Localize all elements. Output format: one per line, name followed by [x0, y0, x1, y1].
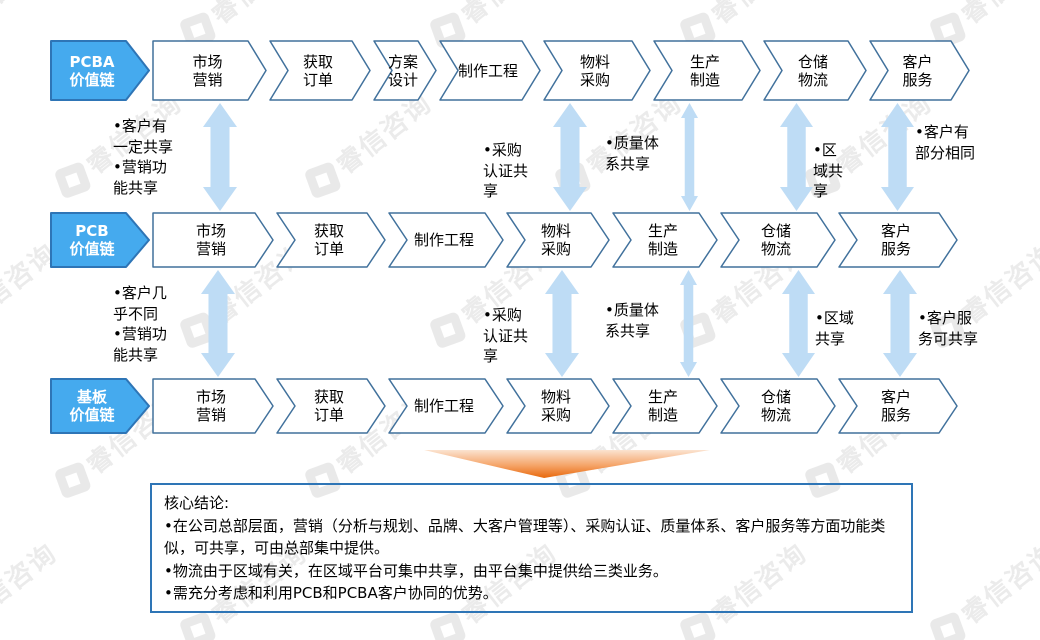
- double-arrow-icon: [782, 270, 815, 381]
- chain-step-chevron: 市场 营销: [152, 40, 267, 101]
- conclusion-bullet: •在公司总部层面，营销（分析与规划、品牌、大客户管理等）、采购认证、质量体系、客…: [164, 516, 886, 558]
- chain-step-chevron: 获取 订单: [276, 212, 386, 268]
- conclusion-title: 核心结论:: [164, 494, 230, 512]
- chain-step-chevron: 物料 采购: [506, 212, 610, 268]
- chain-step-label: 生产 制造: [647, 388, 678, 424]
- watermark-text: 睿信咨询: [0, 0, 64, 31]
- shared-function-note: •区域共享: [813, 141, 844, 201]
- chain-step-chevron: 生产 制造: [612, 378, 718, 434]
- value-chain-row-0: PCBA 价值链 市场 营销 获取 订单 方案 设计 制作工程 物料 采购 生产 制造 仓储 物流 客户 服务: [50, 40, 970, 101]
- chain-step-chevron: 仓储 物流: [763, 40, 867, 101]
- watermark-text: 睿信咨询: [703, 0, 814, 31]
- chain-step-chevron: 制作工程: [388, 378, 504, 434]
- shared-function-note: •客户几 乎不同 •营销功 能共享: [113, 284, 167, 365]
- double-arrow-icon: [201, 270, 235, 381]
- watermark-logo-icon: [53, 460, 92, 500]
- chain-step-chevron: 方案 设计: [373, 40, 437, 101]
- double-arrow-icon: [545, 270, 579, 381]
- chain-step-chevron: 物料 采购: [506, 378, 610, 434]
- chain-step-label: 仓储 物流: [760, 222, 791, 258]
- chain-step-label: 客户 服务: [880, 388, 911, 424]
- chain-lead-chevron: 基板 价值链: [50, 378, 150, 434]
- watermark-text: 睿信咨询: [0, 538, 64, 631]
- chain-step-chevron: 获取 订单: [269, 40, 371, 101]
- conclusion-bullet: •需充分考虑和利用PCB和PCBA客户协同的优势。: [164, 584, 498, 602]
- chain-step-label: 物料 采购: [540, 222, 571, 258]
- chain-step-label: 市场 营销: [195, 222, 226, 258]
- funnel-arrow-icon: [424, 450, 710, 478]
- shared-function-note: •区域共享: [815, 309, 854, 348]
- shared-function-note: •质量体 系共享: [605, 134, 659, 173]
- shared-function-note: •客户有 一定共享 •营销功 能共享: [113, 117, 174, 198]
- chain-step-label: 制作工程: [457, 61, 518, 80]
- watermark-text: 睿信咨询: [956, 538, 1040, 631]
- chain-step-chevron: 市场 营销: [152, 378, 274, 434]
- chain-step-label: 仓储 物流: [760, 388, 791, 424]
- chain-lead-label: PCBA 价值链: [69, 52, 115, 89]
- chain-step-label: 市场 营销: [192, 52, 223, 89]
- chain-step-chevron: 仓储 物流: [720, 378, 836, 434]
- double-arrow-icon: [553, 103, 587, 215]
- chain-step-chevron: 制作工程: [439, 40, 541, 101]
- shared-function-note: •质量体 系共享: [605, 301, 659, 340]
- chain-step-chevron: 客户 服务: [838, 212, 958, 268]
- chain-step-label: 生产 制造: [647, 222, 678, 258]
- double-arrow-icon: [881, 103, 914, 215]
- chain-step-label: 市场 营销: [195, 388, 226, 424]
- value-chain-row-2: 基板 价值链 市场 营销 获取 订单 制作工程 物料 采购 生产 制造 仓储 物流 客户 服务: [50, 378, 958, 434]
- chain-step-label: 仓储 物流: [797, 52, 828, 89]
- chain-gap-1: •客户几 乎不同 •营销功 能共享 •采购 认证共享 •质量体 系共享 •区域 共享 •客户服 务可共…: [0, 270, 1040, 377]
- chain-step-chevron: 获取 订单: [276, 378, 386, 434]
- double-arrow-icon: [681, 103, 698, 215]
- chain-step-chevron: 物料 采购: [543, 40, 651, 101]
- chain-gap-0: •客户有 一定共享 •营销功 能共享 •采购 认证共享 •质量体 系共享 •区 域共享 •客户有 部分…: [0, 103, 1040, 211]
- watermark-logo-icon: [428, 610, 467, 640]
- shared-function-note: •客户服 务可共享: [918, 309, 979, 348]
- chain-step-chevron: 客户 服务: [838, 378, 958, 434]
- watermark-logo-icon: [178, 610, 217, 640]
- double-arrow-icon: [780, 103, 813, 215]
- watermark-logo-icon: [678, 610, 717, 640]
- chain-step-label: 获取 订单: [302, 52, 333, 89]
- chain-step-chevron: 市场 营销: [152, 212, 274, 268]
- chain-lead-label: 基板 价值链: [69, 388, 115, 424]
- chain-step-label: 物料 采购: [540, 388, 571, 424]
- shared-function-note: •采购 认证共享: [483, 141, 529, 201]
- chain-step-label: 制作工程: [413, 397, 474, 415]
- watermark: 睿信咨询: [0, 533, 64, 640]
- chain-lead-chevron: PCB 价值链: [50, 212, 150, 268]
- chain-step-label: 获取 订单: [313, 222, 344, 258]
- conclusion-box: 核心结论: •在公司总部层面，营销（分析与规划、品牌、大客户管理等）、采购认证、…: [150, 483, 913, 613]
- chain-step-label: 方案 设计: [387, 52, 418, 89]
- watermark-logo-icon: [928, 610, 967, 640]
- chain-step-chevron: 客户 服务: [869, 40, 970, 101]
- chain-step-label: 生产 制造: [689, 52, 720, 89]
- chain-step-label: 物料 采购: [579, 52, 610, 89]
- watermark: 睿信咨询: [924, 533, 1040, 640]
- chain-step-label: 客户 服务: [902, 52, 933, 89]
- shared-function-note: •采购 认证共享: [483, 306, 529, 366]
- chain-step-label: 制作工程: [413, 231, 474, 249]
- chain-step-chevron: 生产 制造: [653, 40, 761, 101]
- chain-step-label: 客户 服务: [880, 222, 911, 258]
- watermark-text: 睿信咨询: [203, 0, 314, 31]
- double-arrow-icon: [680, 270, 697, 381]
- chain-step-label: 获取 订单: [313, 388, 344, 424]
- double-arrow-icon: [883, 270, 917, 381]
- conclusion-bullet: •物流由于区域有关，在区域平台可集中共享，由平台集中提供给三类业务。: [164, 561, 668, 580]
- chain-lead-chevron: PCBA 价值链: [50, 40, 150, 101]
- watermark-text: 睿信咨询: [953, 0, 1040, 31]
- chain-step-chevron: 仓储 物流: [720, 212, 836, 268]
- shared-function-note: •客户有 部分相同: [915, 123, 976, 162]
- watermark-text: 睿信咨询: [453, 0, 564, 31]
- chain-step-chevron: 生产 制造: [612, 212, 718, 268]
- double-arrow-icon: [203, 103, 237, 215]
- chain-lead-label: PCB 价值链: [69, 222, 115, 258]
- chain-step-chevron: 制作工程: [388, 212, 504, 268]
- value-chain-row-1: PCB 价值链 市场 营销 获取 订单 制作工程 物料 采购 生产 制造 仓储 物流 客户 服务: [50, 212, 958, 268]
